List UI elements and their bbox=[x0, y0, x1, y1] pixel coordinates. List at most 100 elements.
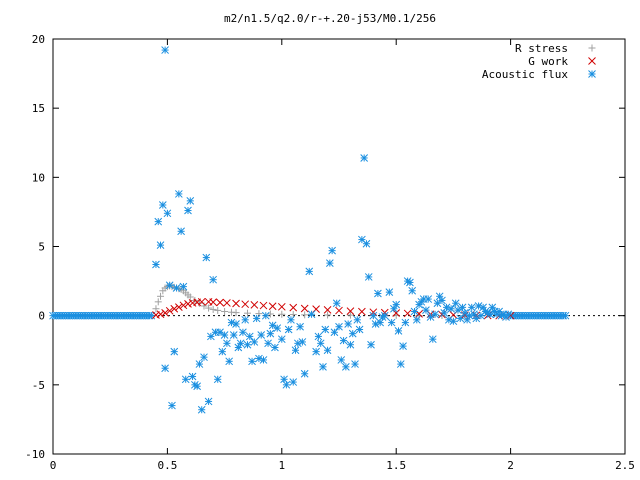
acoustic-flux-point bbox=[367, 340, 375, 349]
g-work-point bbox=[216, 298, 224, 307]
x-tick-label: 1.5 bbox=[386, 459, 406, 472]
acoustic-flux-point bbox=[174, 190, 183, 198]
g-work-point bbox=[161, 309, 169, 317]
acoustic-flux-point bbox=[449, 317, 458, 326]
acoustic-flux-point bbox=[307, 310, 316, 319]
acoustic-flux-point bbox=[422, 306, 430, 314]
acoustic-flux-point bbox=[474, 302, 483, 310]
x-tick-label: 2.5 bbox=[615, 459, 635, 472]
g-work-point bbox=[165, 306, 174, 315]
acoustic-flux-point bbox=[168, 401, 176, 410]
acoustic-flux-point bbox=[239, 328, 247, 337]
g-work-point bbox=[300, 304, 309, 313]
acoustic-flux-point bbox=[488, 303, 497, 312]
acoustic-flux-point bbox=[152, 260, 160, 269]
legend-label: Acoustic flux bbox=[482, 68, 568, 81]
r-stress-point bbox=[154, 298, 162, 306]
x-tick-label: 1 bbox=[278, 459, 285, 472]
g-work-point bbox=[223, 299, 231, 307]
r-stress-point bbox=[186, 293, 194, 301]
acoustic-flux-point bbox=[346, 340, 355, 349]
y-tick-label: 5 bbox=[38, 241, 45, 254]
r-stress-point bbox=[278, 310, 286, 318]
acoustic-flux-point bbox=[447, 304, 455, 313]
acoustic-flux-point bbox=[444, 315, 453, 324]
g-work-point bbox=[232, 299, 240, 308]
acoustic-flux-point bbox=[163, 209, 172, 218]
acoustic-flux-point bbox=[344, 320, 353, 328]
g-work-point bbox=[184, 300, 192, 308]
acoustic-flux-point bbox=[355, 325, 364, 334]
r-stress-point bbox=[152, 305, 160, 313]
g-work-point bbox=[346, 307, 355, 315]
y-tick-label: 10 bbox=[32, 171, 45, 184]
acoustic-flux-point bbox=[271, 343, 279, 352]
acoustic-flux-point bbox=[428, 335, 437, 344]
acoustic-flux-point bbox=[213, 375, 222, 384]
legend-marker bbox=[588, 44, 596, 52]
r-stress-point bbox=[243, 309, 251, 317]
legend-label: R stress bbox=[515, 42, 568, 55]
acoustic-flux-point bbox=[179, 282, 188, 291]
acoustic-flux-point bbox=[186, 196, 195, 205]
y-tick-label: -5 bbox=[32, 379, 45, 392]
acoustic-flux-point bbox=[259, 356, 268, 364]
acoustic-flux-point bbox=[236, 339, 245, 348]
acoustic-flux-point bbox=[380, 311, 389, 320]
g-work-point bbox=[289, 303, 298, 312]
acoustic-flux-point bbox=[314, 332, 323, 341]
acoustic-flux-point bbox=[232, 320, 240, 328]
y-tick-label: 0 bbox=[38, 310, 45, 323]
acoustic-flux-point bbox=[335, 322, 343, 331]
acoustic-flux-point bbox=[316, 339, 325, 348]
acoustic-flux-point bbox=[385, 288, 394, 297]
acoustic-flux-point bbox=[202, 253, 211, 262]
acoustic-flux-point bbox=[337, 356, 346, 364]
acoustic-flux-point bbox=[248, 357, 256, 366]
g-work-point bbox=[174, 303, 183, 311]
acoustic-flux-point bbox=[257, 331, 266, 339]
acoustic-flux-point bbox=[245, 332, 254, 341]
acoustic-flux-point bbox=[204, 397, 213, 406]
acoustic-flux-point bbox=[351, 360, 359, 368]
acoustic-flux-point bbox=[200, 353, 208, 362]
acoustic-flux-point bbox=[465, 311, 474, 320]
r-stress-point bbox=[324, 311, 332, 319]
acoustic-flux-point bbox=[456, 314, 465, 323]
acoustic-flux-point bbox=[282, 380, 291, 389]
acoustic-flux-point bbox=[376, 318, 385, 327]
acoustic-flux-point bbox=[184, 206, 192, 215]
acoustic-flux-point bbox=[264, 339, 272, 348]
acoustic-flux-point bbox=[305, 267, 314, 276]
acoustic-flux-point bbox=[177, 227, 185, 236]
g-work-point bbox=[179, 301, 188, 310]
x-tick-label: 2 bbox=[507, 459, 514, 472]
acoustic-flux-point bbox=[412, 315, 421, 324]
acoustic-flux-point bbox=[172, 284, 181, 292]
acoustic-flux-point bbox=[504, 310, 513, 319]
acoustic-flux-point bbox=[289, 378, 298, 386]
acoustic-flux-point bbox=[165, 281, 174, 290]
acoustic-flux-point bbox=[255, 354, 263, 363]
acoustic-flux-point bbox=[451, 299, 460, 308]
y-tick-label: 15 bbox=[32, 102, 45, 115]
acoustic-flux-point bbox=[406, 278, 414, 287]
acoustic-flux-point bbox=[362, 239, 371, 248]
acoustic-flux-point bbox=[284, 325, 293, 334]
plot-frame bbox=[52, 38, 626, 455]
g-work-point bbox=[403, 309, 412, 318]
r-stress-point bbox=[232, 309, 240, 317]
acoustic-flux-point bbox=[193, 382, 201, 391]
y-tick-label: -10 bbox=[25, 448, 45, 461]
acoustic-flux-point bbox=[561, 311, 570, 320]
g-work-point bbox=[335, 306, 343, 315]
acoustic-flux-point bbox=[156, 241, 165, 249]
g-work-point bbox=[358, 307, 366, 316]
acoustic-flux-point bbox=[161, 364, 169, 373]
g-work-point bbox=[250, 301, 259, 309]
acoustic-flux-point bbox=[431, 310, 439, 319]
r-stress-point bbox=[221, 308, 229, 316]
acoustic-flux-point bbox=[287, 315, 295, 324]
acoustic-flux-point bbox=[298, 338, 307, 346]
